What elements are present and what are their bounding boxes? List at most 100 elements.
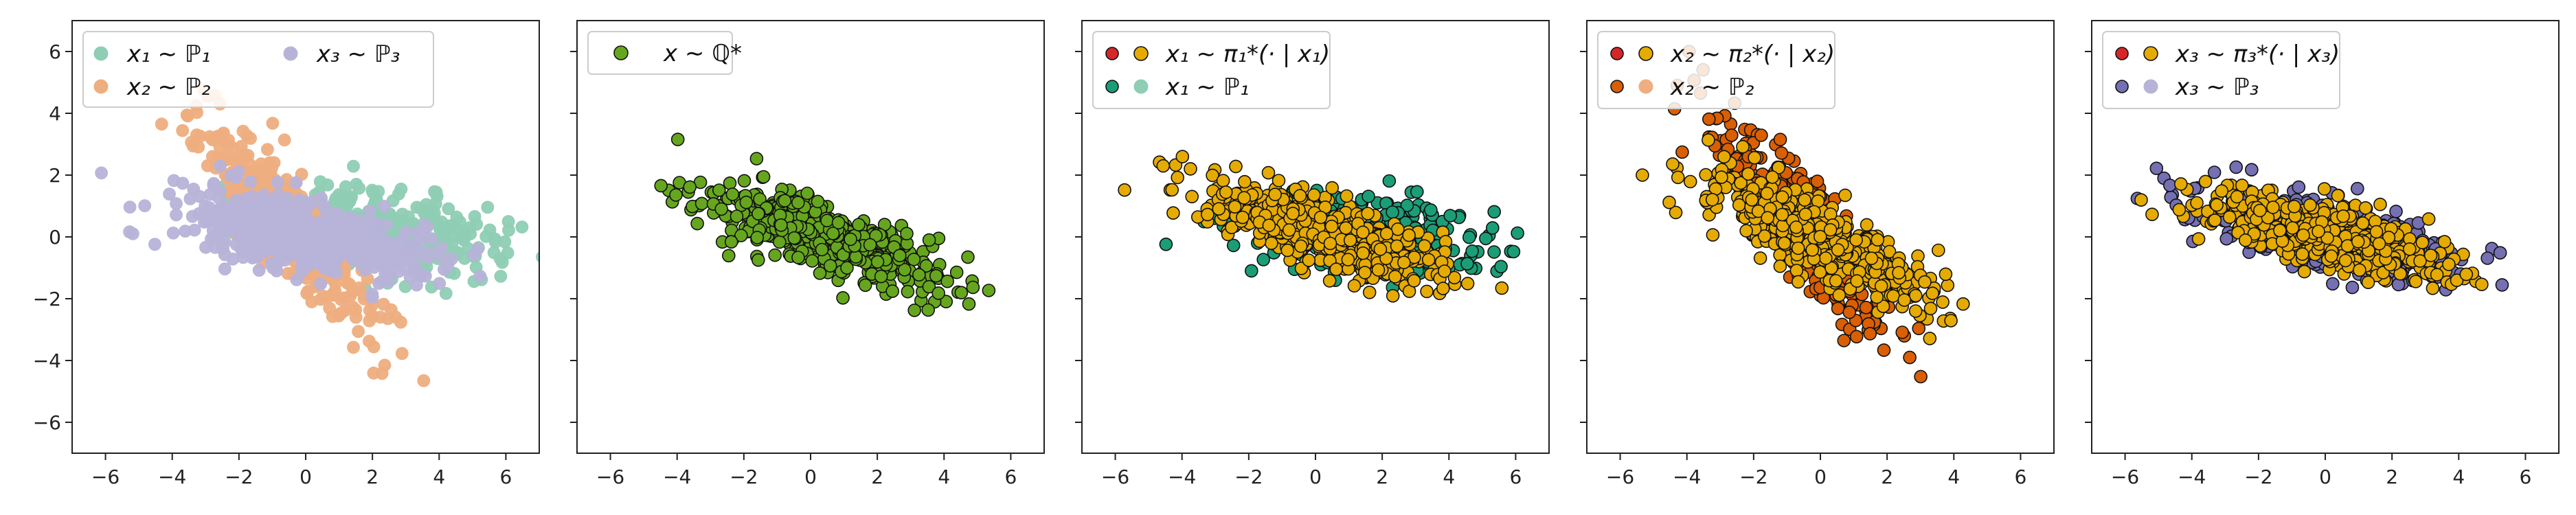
data-point [1702,133,1715,147]
data-point [1229,159,1243,174]
data-point [1838,188,1852,203]
data-point [252,264,266,277]
data-point [1715,170,1728,184]
x-tick-label: −4 [663,466,691,488]
data-point [349,310,363,324]
data-point [123,201,137,214]
legend-label: x₁ ∼ π₁*(· | x₁) [1165,41,1330,68]
legend-label: x₃ ∼ π₃*(· | x₃) [2175,41,2340,68]
data-point [811,194,825,209]
data-point [176,124,190,137]
legend-label: x₃ ∼ ℙ₃ [316,41,400,68]
data-point [922,233,936,247]
data-point [1829,274,1843,288]
data-point [347,341,360,354]
data-point [1237,191,1251,205]
data-point [820,214,834,228]
y-tick-label: −2 [33,288,61,310]
data-point [515,220,529,234]
data-point [2273,223,2287,238]
data-point [1388,270,1402,284]
data-point [2326,277,2340,291]
data-point [2373,197,2387,211]
data-point [1932,243,1945,258]
data-point [931,286,945,300]
data-point [266,117,280,130]
data-point [778,194,792,208]
data-point [272,250,286,264]
data-point [329,249,343,263]
data-point [166,226,180,240]
data-point [418,269,432,283]
data-point [2235,179,2249,192]
data-point [375,275,388,288]
data-point [885,284,899,298]
data-point [1165,183,1179,197]
legend-box [1092,31,1331,109]
data-point [2415,236,2430,250]
data-point [1118,183,1131,197]
data-point [1849,233,1863,247]
data-point [367,366,381,380]
data-point [1226,238,1241,253]
data-point [1662,195,1676,209]
data-point [1225,220,1239,235]
data-point [921,303,935,317]
data-point [1777,236,1792,251]
data-point [1745,193,1759,207]
data-point [457,233,471,247]
data-point [1876,299,1890,313]
data-point [181,109,194,123]
data-point [949,265,964,279]
legend-marker [1133,79,1149,94]
data-point [1925,286,1939,301]
data-point [962,297,976,311]
data-point [1842,305,1856,319]
data-point [2222,210,2237,225]
data-point [213,140,227,154]
data-point [791,251,805,264]
data-point [473,269,487,283]
panel-3: −6 −4 −2 0 2 4 6x₁ ∼ π₁*(· | x₁)x₁ ∼ ℙ₁ [1075,20,1550,488]
legend-marker [1105,47,1119,60]
data-point [1791,241,1805,255]
data-point [2303,198,2317,212]
data-point [367,255,380,268]
data-point [138,199,152,213]
data-point [280,216,294,230]
data-point [192,207,206,220]
data-point [1361,207,1375,220]
data-point [413,230,427,244]
data-point [395,347,409,360]
data-point [2191,232,2206,246]
legend-label: x₂ ∼ π₂*(· | x₂) [1670,41,1835,68]
data-point [2296,228,2310,242]
x-tick-label: 0 [1309,466,1322,488]
data-point [2239,233,2252,247]
data-point [1832,288,1846,302]
data-point [752,253,765,267]
data-point [1831,301,1845,316]
data-point [352,325,365,339]
x-tick-label: −4 [1168,466,1196,488]
x-tick-label: −2 [2244,466,2272,488]
legend-label: x₁ ∼ ℙ₁ [126,41,210,68]
legend: x ∼ ℚ* [587,31,742,75]
data-point [1410,185,1424,199]
data-point [730,209,744,223]
data-point [982,284,996,297]
data-point [823,259,837,273]
data-point [1823,222,1838,237]
data-point [450,210,464,224]
data-point [2351,181,2364,196]
x-tick-label: 6 [2015,466,2027,488]
x-tick-label: −6 [1606,466,1634,488]
data-point [2437,235,2452,249]
data-point [1506,244,1521,259]
data-point [2253,203,2267,218]
x-tick-label: −4 [2178,466,2206,488]
data-point [2481,251,2494,265]
data-point [1166,206,1180,220]
legend-marker [613,45,629,60]
data-point [1283,223,1296,237]
